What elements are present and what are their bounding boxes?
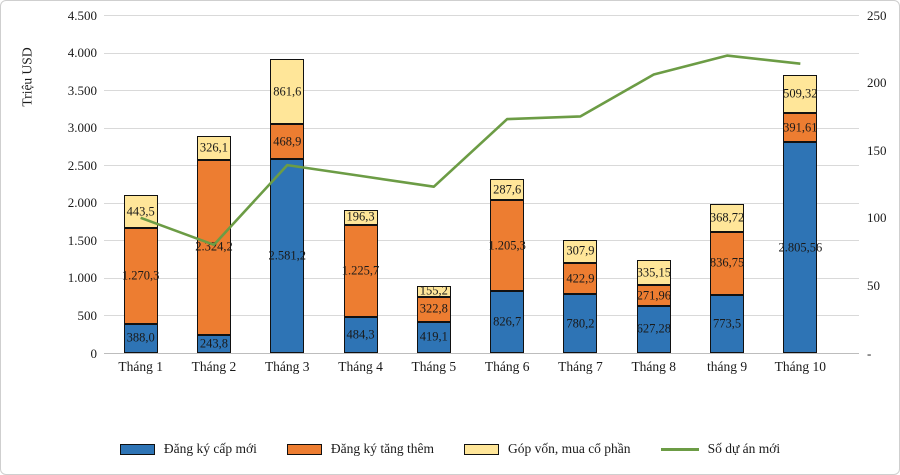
y-tick-right: 250 <box>867 7 887 23</box>
bar-segment-label: 322,8 <box>419 301 448 316</box>
grid-line <box>104 127 859 129</box>
bar-segment <box>636 285 671 306</box>
bar-segment <box>416 297 451 322</box>
y-axis-title: Triệu USD <box>19 47 35 107</box>
bar-segment-label: 509,32 <box>783 86 818 101</box>
bar-segment-label: 155,2 <box>419 283 448 298</box>
legend-item: Số dự án mới <box>660 441 781 457</box>
bar-segment-label: 271,96 <box>636 288 671 303</box>
grid-line <box>104 277 859 279</box>
y-tick-right: 200 <box>867 75 887 91</box>
legend-item: Góp vốn, mua cổ phần <box>463 441 631 457</box>
grid-line <box>104 52 859 54</box>
bar-segment-label: 443,5 <box>126 204 155 219</box>
bar-segment-label: 780,2 <box>566 316 595 331</box>
x-axis-label: Tháng 5 <box>411 359 457 374</box>
legend-item: Đăng ký cấp mới <box>119 441 257 457</box>
grid-line <box>104 353 859 354</box>
y-tick-left: 500 <box>77 307 98 323</box>
bar-segment <box>416 321 451 353</box>
bar-segment <box>563 262 598 295</box>
y-tick-left: 1.500 <box>67 232 97 248</box>
bar-segment-label: 468,9 <box>273 134 302 148</box>
x-axis-label: Tháng 8 <box>631 359 677 374</box>
x-axis-label: Tháng 2 <box>191 359 237 374</box>
bar-segment-label: 388,0 <box>126 330 155 345</box>
bar-segment-label: 484,3 <box>346 327 375 342</box>
grid-line <box>104 315 859 317</box>
y-tick-left: 1.000 <box>67 270 97 286</box>
legend-label: Đăng ký tăng thêm <box>330 441 434 456</box>
y-tick-right: 150 <box>867 142 887 158</box>
y-tick-right: 100 <box>867 210 887 226</box>
legend-line-swatch <box>660 447 699 451</box>
bar-segment-label: 627,28 <box>636 321 671 336</box>
y-tick-right: - <box>867 345 872 361</box>
bar-segment <box>490 290 525 353</box>
legend-item: Đăng ký tăng thêm <box>286 441 434 457</box>
bar-segment-label: 2.805,56 <box>778 240 823 255</box>
y-tick-right: 50 <box>867 277 880 293</box>
bar-segment-label: 243,8 <box>199 336 228 351</box>
bar-segment-label: 368,72 <box>709 210 745 225</box>
x-axis-label: Tháng 6 <box>484 359 530 374</box>
bar-segment-label: 335,15 <box>636 265 671 280</box>
bar-segment-label: 287,6 <box>493 182 522 197</box>
bar-segment <box>343 316 378 353</box>
legend-swatch <box>119 443 155 455</box>
bar-segment-label: 2.581,2 <box>268 248 307 263</box>
bar-segment-label: 861,6 <box>273 84 302 99</box>
grid-line <box>104 90 859 92</box>
bar-segment <box>196 334 231 353</box>
legend-label: Góp vốn, mua cổ phần <box>507 441 631 456</box>
bar-segment-label: 836,75 <box>709 255 745 270</box>
x-axis-label: Tháng 3 <box>264 359 310 374</box>
legend-label: Đăng ký cấp mới <box>163 441 257 456</box>
bar-segment <box>416 285 451 298</box>
bar-segment <box>636 305 671 353</box>
bar-segment-label: 422,9 <box>566 271 595 286</box>
bar-segment <box>123 323 158 353</box>
bar-segment <box>710 294 745 353</box>
bar-segment-label: 391,61 <box>783 120 818 135</box>
bar-segment-label: 2.324,2 <box>195 239 233 254</box>
bar-segment <box>563 294 598 353</box>
x-axis-label: Tháng 10 <box>774 359 827 374</box>
legend-label: Số dự án mới <box>707 441 781 456</box>
bar-segment-label: 307,9 <box>566 243 595 258</box>
bar-segment-label: 1.205,3 <box>488 238 526 253</box>
y-tick-left: 4.500 <box>67 7 97 23</box>
y-tick-left: 2.500 <box>67 157 97 173</box>
legend-swatch <box>286 443 322 455</box>
bar-segment-label: 1.270,3 <box>121 268 160 283</box>
bar-segment-label: 1.225,7 <box>341 263 380 278</box>
y-tick-left: 2.000 <box>67 195 97 211</box>
legend-swatch <box>463 443 499 455</box>
bar-segment-label: 773,5 <box>712 316 742 331</box>
x-axis-label: Tháng 1 <box>118 359 163 374</box>
grid-line <box>104 15 859 16</box>
y-tick-left: 0 <box>90 345 98 361</box>
x-axis-label: Tháng 7 <box>558 359 603 374</box>
x-axis-label: Tháng 4 <box>338 359 383 374</box>
bar-segment-label: 419,1 <box>419 329 448 344</box>
legend: Đăng ký cấp mới Đăng ký tăng thêm Góp vốn,… <box>1 441 899 457</box>
y-tick-left: 4.000 <box>67 45 97 61</box>
bar-segment <box>636 260 671 286</box>
y-tick-left: 3.000 <box>67 120 97 136</box>
y-tick-left: 3.500 <box>67 82 97 98</box>
bar-segment-label: 826,7 <box>493 314 522 329</box>
line-series <box>140 54 801 247</box>
bar-segment-label: 326,1 <box>199 140 228 155</box>
bar-segment-label: 196,3 <box>346 209 375 224</box>
x-axis-label: tháng 9 <box>706 359 748 374</box>
